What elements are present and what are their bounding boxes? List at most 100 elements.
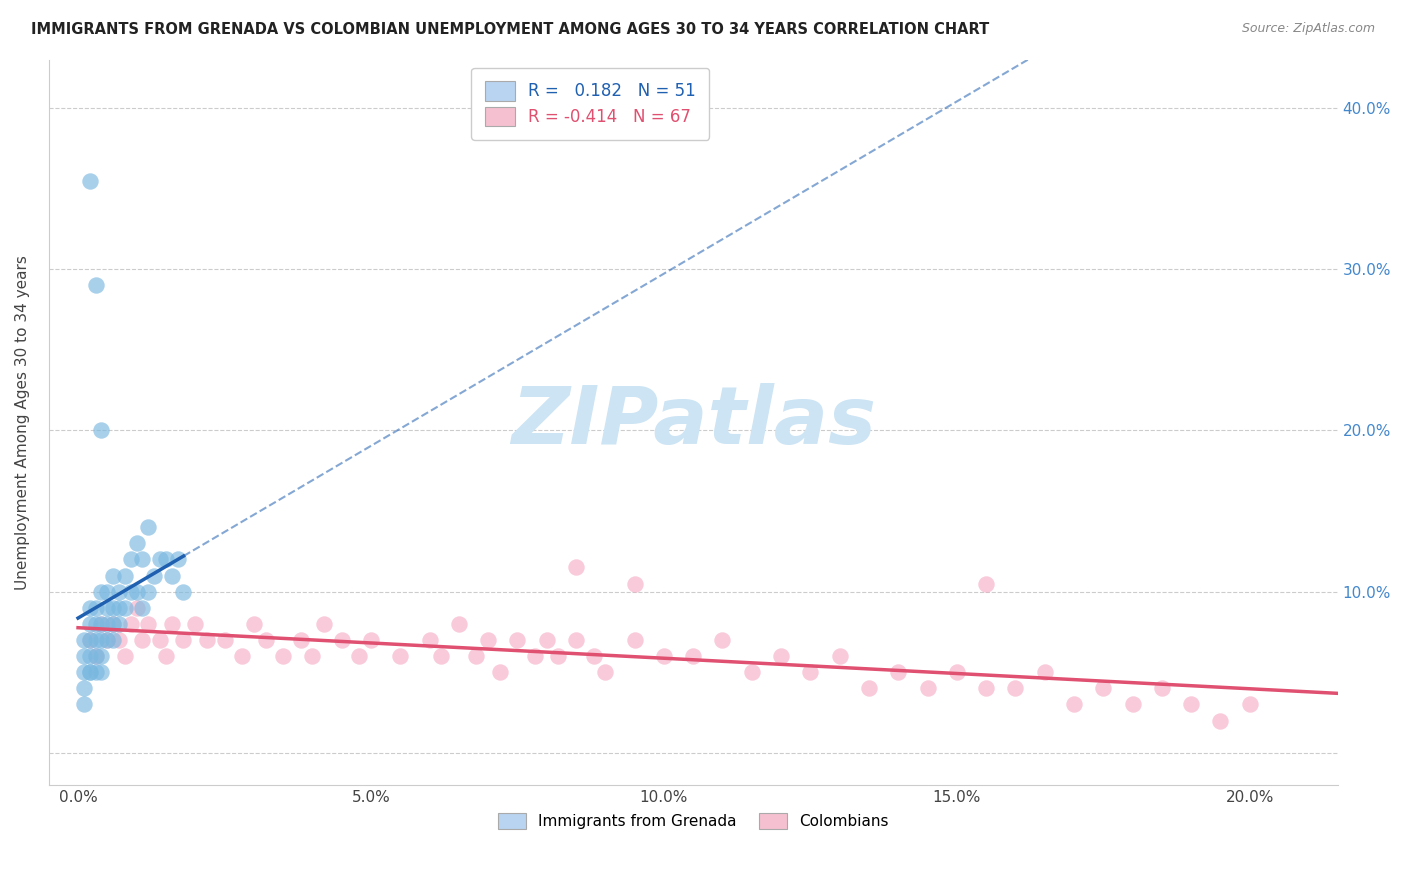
Point xyxy=(430,649,453,664)
Point xyxy=(90,632,112,647)
Point xyxy=(524,649,547,664)
Point xyxy=(741,665,763,680)
Point xyxy=(108,600,131,615)
Point xyxy=(79,173,101,187)
Point xyxy=(73,632,96,647)
Point xyxy=(103,616,125,631)
Point xyxy=(1150,681,1173,696)
Point xyxy=(1004,681,1026,696)
Point xyxy=(90,649,112,664)
Point xyxy=(1209,714,1232,728)
Point xyxy=(214,632,236,647)
Point xyxy=(301,649,323,664)
Point xyxy=(623,632,645,647)
Point xyxy=(290,632,312,647)
Point xyxy=(349,649,371,664)
Point xyxy=(84,600,107,615)
Legend: Immigrants from Grenada, Colombians: Immigrants from Grenada, Colombians xyxy=(492,807,894,836)
Point xyxy=(114,568,136,582)
Point xyxy=(120,584,142,599)
Point xyxy=(96,616,118,631)
Point xyxy=(314,616,336,631)
Point xyxy=(131,632,153,647)
Point xyxy=(623,576,645,591)
Point xyxy=(84,616,107,631)
Point xyxy=(108,632,131,647)
Point xyxy=(103,616,125,631)
Point xyxy=(125,536,148,550)
Point xyxy=(173,584,195,599)
Point xyxy=(243,616,266,631)
Point xyxy=(682,649,704,664)
Point xyxy=(946,665,969,680)
Point xyxy=(138,584,160,599)
Point xyxy=(96,584,118,599)
Point xyxy=(125,584,148,599)
Point xyxy=(565,632,588,647)
Point xyxy=(595,665,617,680)
Point xyxy=(360,632,382,647)
Point xyxy=(90,584,112,599)
Point xyxy=(90,616,112,631)
Point xyxy=(120,616,142,631)
Point xyxy=(254,632,277,647)
Point xyxy=(79,665,101,680)
Point xyxy=(84,665,107,680)
Point xyxy=(84,632,107,647)
Point xyxy=(166,552,188,566)
Point xyxy=(79,632,101,647)
Point xyxy=(120,552,142,566)
Point xyxy=(131,552,153,566)
Point xyxy=(1092,681,1115,696)
Point xyxy=(90,424,112,438)
Point xyxy=(1122,698,1144,712)
Point xyxy=(73,681,96,696)
Point xyxy=(536,632,558,647)
Y-axis label: Unemployment Among Ages 30 to 34 years: Unemployment Among Ages 30 to 34 years xyxy=(15,255,30,590)
Point xyxy=(271,649,294,664)
Point xyxy=(547,649,569,664)
Point xyxy=(160,616,183,631)
Point xyxy=(565,560,588,574)
Point xyxy=(887,665,910,680)
Point xyxy=(419,632,441,647)
Point xyxy=(711,632,734,647)
Point xyxy=(143,568,166,582)
Point xyxy=(79,600,101,615)
Point xyxy=(90,665,112,680)
Point xyxy=(73,698,96,712)
Point xyxy=(108,616,131,631)
Point xyxy=(96,632,118,647)
Point xyxy=(149,552,172,566)
Point xyxy=(90,616,112,631)
Text: IMMIGRANTS FROM GRENADA VS COLOMBIAN UNEMPLOYMENT AMONG AGES 30 TO 34 YEARS CORR: IMMIGRANTS FROM GRENADA VS COLOMBIAN UNE… xyxy=(31,22,990,37)
Text: ZIPatlas: ZIPatlas xyxy=(510,384,876,461)
Point xyxy=(330,632,353,647)
Point xyxy=(155,552,177,566)
Point xyxy=(96,600,118,615)
Point xyxy=(582,649,605,664)
Point xyxy=(149,632,172,647)
Point xyxy=(160,568,183,582)
Point xyxy=(1033,665,1056,680)
Point xyxy=(447,616,470,631)
Point xyxy=(79,665,101,680)
Point xyxy=(96,632,118,647)
Point xyxy=(652,649,675,664)
Point xyxy=(79,632,101,647)
Point xyxy=(917,681,939,696)
Text: Source: ZipAtlas.com: Source: ZipAtlas.com xyxy=(1241,22,1375,36)
Point xyxy=(184,616,207,631)
Point xyxy=(1180,698,1202,712)
Point xyxy=(108,584,131,599)
Point xyxy=(79,649,101,664)
Point xyxy=(73,649,96,664)
Point xyxy=(155,649,177,664)
Point xyxy=(138,616,160,631)
Point xyxy=(974,576,997,591)
Point xyxy=(114,600,136,615)
Point xyxy=(84,649,107,664)
Point xyxy=(103,632,125,647)
Point xyxy=(79,616,101,631)
Point xyxy=(799,665,821,680)
